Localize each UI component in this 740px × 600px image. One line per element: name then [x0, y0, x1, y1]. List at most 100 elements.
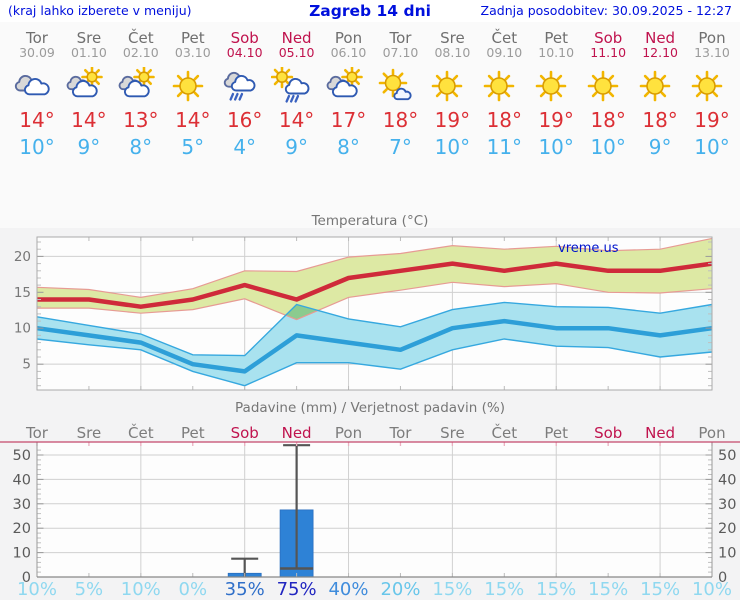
- forecast-day-08.10[interactable]: Sre 08.10 19° 10°: [426, 30, 478, 158]
- low-temperature: 10°: [590, 135, 626, 159]
- low-temperature: 4°: [233, 135, 257, 159]
- day-date: 03.10: [174, 45, 211, 60]
- sunny-icon: [167, 67, 219, 107]
- temp-axis-label: 15: [14, 285, 31, 301]
- precip-axis-label: 20: [13, 521, 31, 537]
- precip-probability: 10%: [120, 579, 161, 600]
- day-name: Pet: [544, 29, 568, 47]
- sunny-icon: [634, 67, 686, 107]
- forecast-day-13.10[interactable]: Pon 13.10 19° 10°: [686, 30, 738, 158]
- low-temperature: 10°: [538, 135, 574, 159]
- high-temperature: 18°: [642, 108, 678, 132]
- precip-probability: 10%: [691, 579, 732, 600]
- day-date: 12.10: [642, 45, 678, 60]
- forecast-day-04.10[interactable]: Sob 04.10 16° 4°: [219, 30, 271, 158]
- precip-day-label: Tor: [26, 424, 48, 442]
- partly-sunny-icon: [63, 67, 115, 107]
- day-name: Pet: [180, 29, 205, 47]
- precip-day-label: Tor: [389, 424, 412, 442]
- precip-probability: 40%: [328, 579, 369, 600]
- day-date: 05.10: [278, 45, 315, 60]
- low-temperature: 8°: [337, 135, 360, 159]
- partly-sunny-icon: [115, 67, 167, 107]
- day-name: Sob: [594, 29, 623, 47]
- precip-probability: 15%: [432, 579, 473, 600]
- forecast-day-01.10[interactable]: Sre 01.10 14° 9°: [63, 30, 115, 158]
- forecast-day-10.10[interactable]: Pet 10.10 19° 10°: [530, 30, 582, 158]
- precip-probability: 15%: [588, 579, 629, 600]
- day-date: 07.10: [382, 45, 419, 60]
- high-temperature: 18°: [382, 108, 419, 132]
- precip-probability: 20%: [380, 579, 421, 600]
- high-temperature: 14°: [71, 108, 107, 132]
- high-temperature: 17°: [330, 108, 367, 132]
- high-temperature: 16°: [226, 108, 263, 132]
- forecast-day-30.09[interactable]: Tor 30.09 14° 10°: [11, 30, 63, 158]
- precip-axis-label: 10: [13, 546, 31, 562]
- precip-day-label: Sob: [594, 424, 623, 442]
- day-date: 08.10: [434, 45, 471, 60]
- precip-axis-label: 40: [718, 472, 736, 488]
- sunny-icon: [686, 67, 738, 107]
- low-temperature: 10°: [434, 135, 471, 159]
- high-temperature: 19°: [434, 108, 471, 132]
- low-temperature: 10°: [694, 135, 730, 159]
- precip-probability: 0%: [178, 579, 208, 600]
- day-name: Tor: [389, 29, 412, 47]
- high-temperature: 19°: [694, 108, 730, 132]
- sun-rain-icon: [270, 67, 323, 107]
- forecast-day-12.10[interactable]: Ned 12.10 18° 9°: [634, 30, 686, 158]
- precip-day-label: Pon: [334, 424, 363, 442]
- low-temperature: 9°: [648, 135, 672, 159]
- forecast-day-07.10[interactable]: Tor 07.10 18° 7°: [375, 30, 427, 158]
- low-temperature: 10°: [19, 135, 55, 159]
- precip-probability: 15%: [484, 579, 525, 600]
- day-date: 04.10: [226, 45, 263, 60]
- precip-probability: 5%: [74, 579, 104, 600]
- forecast-day-06.10[interactable]: Pon 06.10 17° 8°: [323, 30, 375, 158]
- precip-day-label: Pet: [180, 424, 205, 442]
- temp-axis-label: 5: [22, 357, 31, 373]
- high-temperature: 19°: [538, 108, 574, 132]
- watermark-link[interactable]: vreme.us: [558, 241, 619, 256]
- precip-axis-label: 30: [718, 497, 736, 513]
- temperature-chart: 5 10 15 20: [0, 228, 740, 396]
- forecast-day-02.10[interactable]: Čet 02.10 13° 8°: [115, 30, 167, 158]
- low-temperature: 11°: [486, 135, 523, 159]
- forecast-day-09.10[interactable]: Čet 09.10 18° 11°: [478, 30, 530, 158]
- precip-probability: 10%: [16, 579, 57, 600]
- precip-day-label: Čet: [128, 424, 154, 442]
- header: (kraj lahko izberete v meniju) Zagreb 14…: [0, 0, 740, 22]
- precip-day-label: Čet: [491, 424, 518, 442]
- day-date: 09.10: [486, 45, 523, 60]
- precipitation-chart: 0 0 10 10 20 20 30 30 40 40 50 50: [0, 424, 740, 600]
- high-temperature: 14°: [175, 108, 211, 132]
- day-name: Tor: [26, 29, 48, 47]
- rain-icon: [219, 67, 271, 107]
- day-date: 10.10: [538, 45, 575, 60]
- temp-axis-label: 10: [14, 321, 31, 337]
- day-date: 06.10: [330, 45, 367, 60]
- day-name: Ned: [281, 29, 312, 47]
- partly-sunny-icon: [323, 67, 375, 107]
- precip-day-label: Pet: [544, 424, 568, 442]
- high-temperature: 14°: [278, 108, 315, 132]
- precip-axis-label: 0: [718, 570, 727, 586]
- day-date: 01.10: [70, 45, 107, 60]
- forecast-day-03.10[interactable]: Pet 03.10 14° 5°: [167, 30, 219, 158]
- low-temperature: 9°: [285, 135, 308, 159]
- low-temperature: 7°: [389, 135, 412, 159]
- high-temperature: 14°: [19, 108, 55, 132]
- sunny-icon: [530, 67, 582, 107]
- forecast-day-05.10[interactable]: Ned 05.10 14° 9°: [270, 29, 323, 159]
- forecast-day-11.10[interactable]: Sob 11.10 18° 10°: [582, 30, 634, 158]
- high-temperature: 13°: [123, 108, 159, 132]
- day-date: 11.10: [590, 45, 627, 60]
- precip-probability: 15%: [536, 579, 577, 600]
- low-temperature: 8°: [129, 135, 153, 159]
- page-title: Zagreb 14 dni: [309, 2, 431, 20]
- day-date: 02.10: [122, 45, 159, 60]
- sunny-icon: [478, 67, 530, 107]
- day-name: Čet: [128, 29, 154, 47]
- last-update: Zadnja posodobitev: 30.09.2025 - 12:27: [480, 3, 732, 18]
